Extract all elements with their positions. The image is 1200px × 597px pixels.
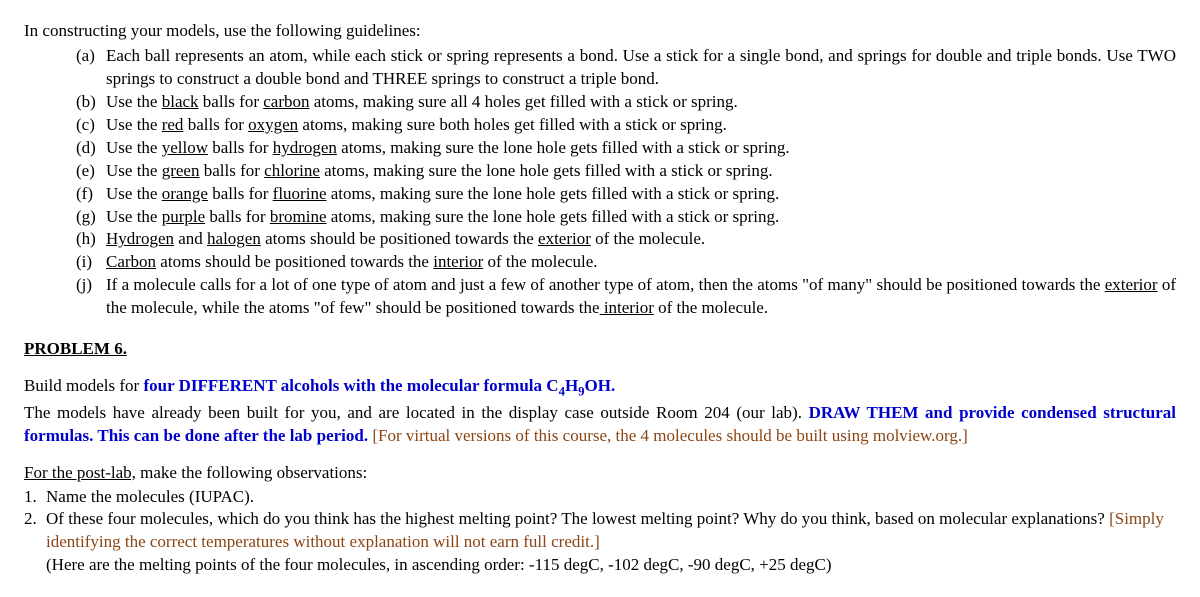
list-item: (f) Use the orange balls for fluorine at… xyxy=(76,183,1176,206)
marker: (i) xyxy=(76,251,106,274)
problem-heading: PROBLEM 6. xyxy=(24,338,1176,361)
marker: (e) xyxy=(76,160,106,183)
postlab-item: 1. Name the molecules (IUPAC). xyxy=(24,486,1176,509)
marker: 2. xyxy=(24,508,46,577)
list-item: (e) Use the green balls for chlorine ato… xyxy=(76,160,1176,183)
item-text: Use the green balls for chlorine atoms, … xyxy=(106,160,1176,183)
problem-line-1: Build models for four DIFFERENT alcohols… xyxy=(24,375,1176,401)
item-text: Use the black balls for carbon atoms, ma… xyxy=(106,91,1176,114)
item-text: Use the purple balls for bromine atoms, … xyxy=(106,206,1176,229)
marker: 1. xyxy=(24,486,46,509)
item-text: Carbon atoms should be positioned toward… xyxy=(106,251,1176,274)
item-text: Of these four molecules, which do you th… xyxy=(46,508,1176,577)
list-item: (c) Use the red balls for oxygen atoms, … xyxy=(76,114,1176,137)
marker: (g) xyxy=(76,206,106,229)
guidelines-list: (a) Each ball represents an atom, while … xyxy=(76,45,1176,320)
marker: (c) xyxy=(76,114,106,137)
marker: (d) xyxy=(76,137,106,160)
marker: (f) xyxy=(76,183,106,206)
marker: (h) xyxy=(76,228,106,251)
list-item: (j) If a molecule calls for a lot of one… xyxy=(76,274,1176,320)
item-text: Use the yellow balls for hydrogen atoms,… xyxy=(106,137,1176,160)
postlab-section: For the post-lab, make the following obs… xyxy=(24,462,1176,578)
list-item: (b) Use the black balls for carbon atoms… xyxy=(76,91,1176,114)
postlab-item: 2. Of these four molecules, which do you… xyxy=(24,508,1176,577)
list-item: (d) Use the yellow balls for hydrogen at… xyxy=(76,137,1176,160)
intro-text: In constructing your models, use the fol… xyxy=(24,20,1176,43)
item-text: If a molecule calls for a lot of one typ… xyxy=(106,274,1176,320)
list-item: (h) Hydrogen and halogen atoms should be… xyxy=(76,228,1176,251)
marker: (b) xyxy=(76,91,106,114)
list-item: (a) Each ball represents an atom, while … xyxy=(76,45,1176,91)
item-text: Each ball represents an atom, while each… xyxy=(106,45,1176,91)
item-text: Use the red balls for oxygen atoms, maki… xyxy=(106,114,1176,137)
item-text: Hydrogen and halogen atoms should be pos… xyxy=(106,228,1176,251)
marker: (a) xyxy=(76,45,106,91)
marker: (j) xyxy=(76,274,106,320)
problem-line-2: The models have already been built for y… xyxy=(24,402,1176,448)
list-item: (i) Carbon atoms should be positioned to… xyxy=(76,251,1176,274)
postlab-lead: For the post-lab, make the following obs… xyxy=(24,462,1176,485)
item-text: Name the molecules (IUPAC). xyxy=(46,486,1176,509)
list-item: (g) Use the purple balls for bromine ato… xyxy=(76,206,1176,229)
item-text: Use the orange balls for fluorine atoms,… xyxy=(106,183,1176,206)
